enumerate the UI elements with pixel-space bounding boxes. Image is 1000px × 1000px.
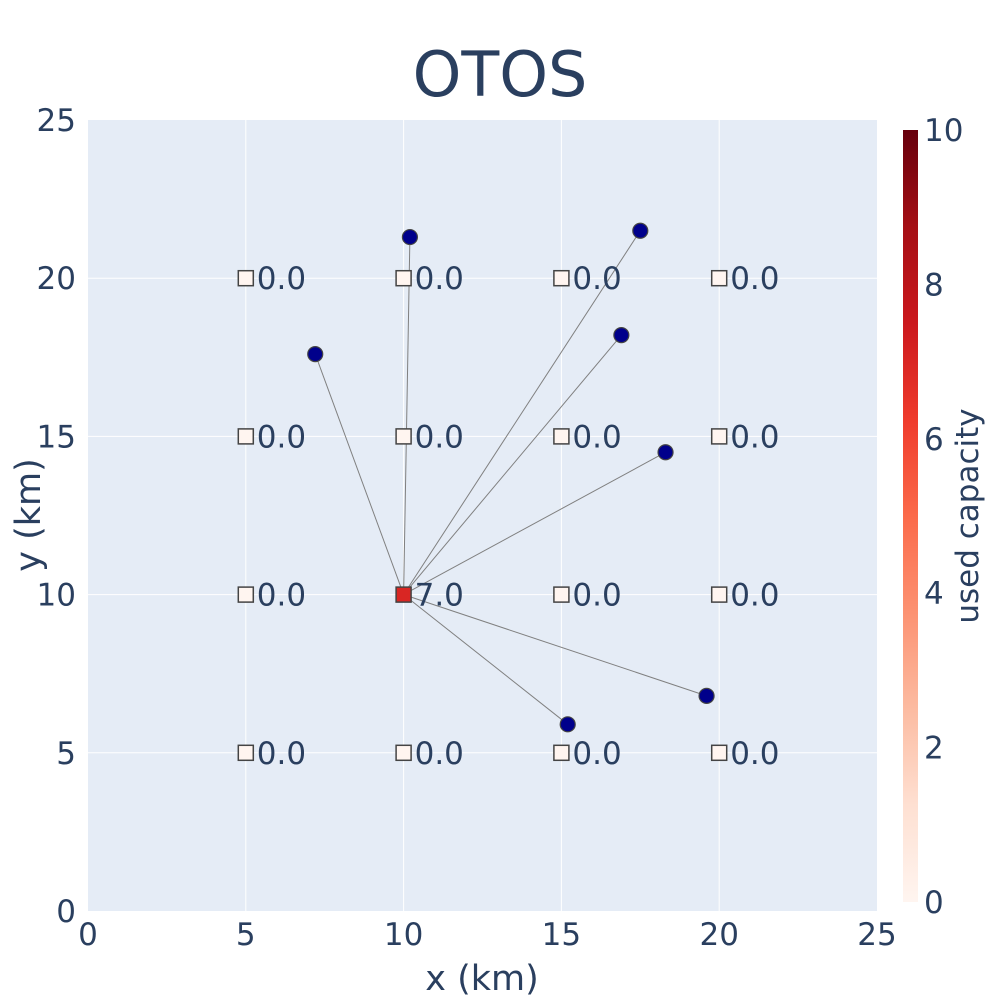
facility-point <box>710 586 728 603</box>
assignment-line <box>403 230 641 595</box>
facility-capacity-label: 0.0 <box>415 736 464 772</box>
x-axis-ticks: 0 5 10 15 20 25 <box>78 917 897 953</box>
colorbar-tick-label: 2 <box>924 731 944 767</box>
y-tick-label: 10 <box>37 578 76 614</box>
colorbar-tick-label: 6 <box>924 422 944 458</box>
facility-point <box>710 428 728 445</box>
customer-point <box>698 687 715 704</box>
facility-capacity-label: 0.0 <box>730 419 779 455</box>
assignment-line <box>403 594 569 725</box>
facility-capacity-label: 0.0 <box>415 261 464 297</box>
facility-point <box>237 744 255 762</box>
customer-point <box>657 444 674 461</box>
assignment-line <box>403 237 411 595</box>
facility-capacity-label: 0.0 <box>415 419 464 455</box>
y-tick-label: 20 <box>37 261 76 297</box>
facility-point <box>710 744 728 762</box>
facility-point <box>553 428 570 445</box>
facility-capacity-label: 7.0 <box>415 578 464 614</box>
colorbar-tick-label: 10 <box>924 113 963 149</box>
assignment-line <box>403 451 666 596</box>
facility-capacity-label: 0.0 <box>572 736 621 772</box>
facility-point <box>395 744 412 762</box>
y-axis-ticks: 0 5 10 15 20 25 <box>37 103 76 930</box>
customer-point <box>401 228 419 246</box>
customer-points <box>307 222 715 733</box>
x-axis-label: x (km) <box>425 959 539 999</box>
facility-point <box>237 586 255 603</box>
facility-point <box>237 269 255 287</box>
facility-point <box>553 269 570 287</box>
facility-capacity-label: 0.0 <box>257 419 306 455</box>
y-axis-label: y (km) <box>9 458 49 572</box>
assignment-line <box>403 594 707 697</box>
customer-point <box>613 327 630 344</box>
colorbar-tick-label: 8 <box>924 267 944 303</box>
plot-area <box>88 120 877 911</box>
facility-capacity-label: 0.0 <box>257 736 306 772</box>
customer-point <box>632 222 649 239</box>
customer-point <box>307 346 324 363</box>
facility-capacity-label: 0.0 <box>572 261 621 297</box>
facility-point <box>553 744 570 762</box>
y-tick-label: 0 <box>56 894 76 930</box>
x-tick-label: 15 <box>542 917 581 953</box>
y-tick-label: 25 <box>37 103 76 139</box>
facility-point <box>553 586 570 603</box>
facility-capacity-label: 0.0 <box>257 578 306 614</box>
facility-capacity-label: 0.0 <box>730 261 779 297</box>
colorbar-tick-label: 0 <box>924 885 944 921</box>
y-tick-label: 15 <box>37 419 76 455</box>
x-tick-label: 25 <box>857 917 896 953</box>
customer-point <box>559 716 576 733</box>
facility-point <box>395 428 412 445</box>
facility-capacity-label: 0.0 <box>572 419 621 455</box>
grid-lines <box>88 120 877 911</box>
x-tick-label: 5 <box>236 917 256 953</box>
colorbar <box>903 130 918 902</box>
facility-point <box>395 586 412 603</box>
assignment-line <box>314 353 405 595</box>
x-tick-label: 0 <box>78 917 98 953</box>
x-tick-label: 10 <box>384 917 423 953</box>
facility-points: 0.0 0.0 0.0 0.0 0.0 7.0 0.0 0.0 0.0 0.0 0.0 0.0 0.0 0… <box>237 261 780 772</box>
y-tick-label: 5 <box>56 736 76 772</box>
facility-point <box>237 428 255 445</box>
facility-capacity-label: 0.0 <box>730 736 779 772</box>
facility-capacity-label: 0.0 <box>572 578 621 614</box>
chart-title: OTOS <box>413 38 588 111</box>
facility-point <box>710 269 728 287</box>
facility-capacity-label: 0.0 <box>257 261 306 297</box>
colorbar-ticks: 0 2 4 6 8 10 <box>924 113 963 921</box>
facility-point <box>395 269 412 287</box>
assignment-links <box>314 230 707 725</box>
facility-capacity-label: 0.0 <box>730 578 779 614</box>
assignment-line <box>403 334 622 595</box>
colorbar-tick-label: 4 <box>924 576 944 612</box>
x-tick-label: 20 <box>699 917 738 953</box>
colorbar-title: used capacity <box>950 408 986 623</box>
